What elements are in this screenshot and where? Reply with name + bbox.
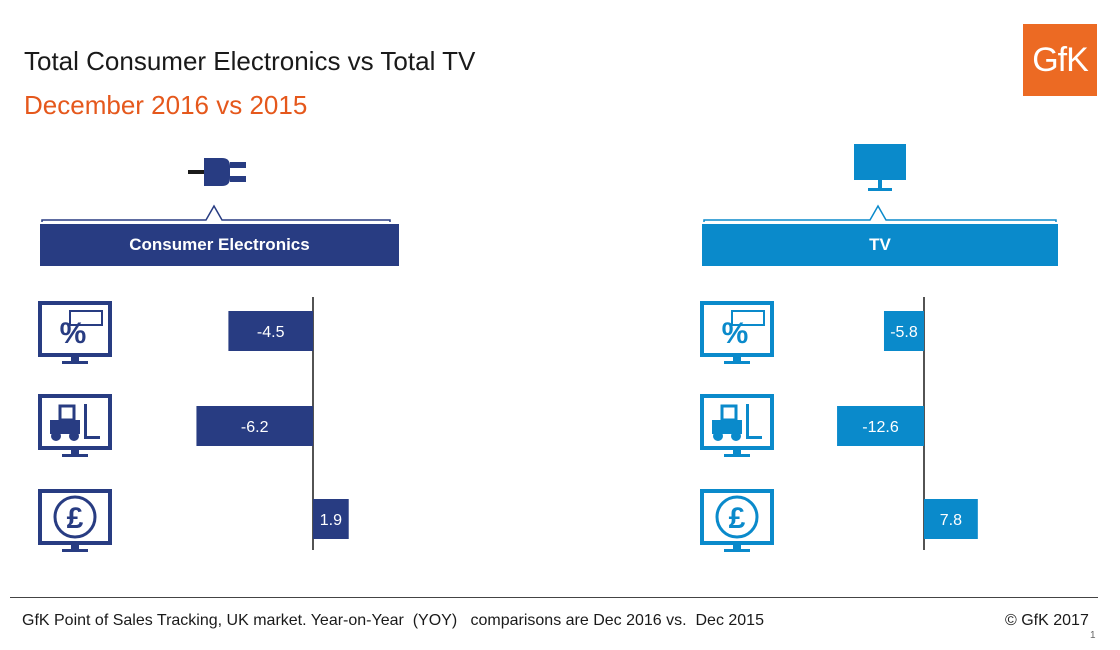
tv-bar-0 xyxy=(883,311,924,351)
ce-bar-label-2: 1.9 xyxy=(320,512,342,529)
page-number: 1 xyxy=(1090,630,1096,641)
plug-icon xyxy=(188,158,246,186)
tv-bar-2 xyxy=(924,499,978,539)
tv-bar-label-0: -5.8 xyxy=(890,324,918,341)
footer-copyright: © GfK 2017 xyxy=(1005,612,1089,629)
ce-pound-value-monitor-icon: £ xyxy=(38,489,112,552)
gfk-logo: GfK xyxy=(1023,24,1097,96)
svg-text:£: £ xyxy=(729,502,746,535)
footer-source: GfK Point of Sales Tracking, UK market. … xyxy=(22,612,764,629)
ce-bar-label-1: -6.2 xyxy=(241,419,269,436)
tv-bracket xyxy=(703,204,1057,222)
tv-pound-value-monitor-icon: £ xyxy=(700,489,774,552)
svg-text:£: £ xyxy=(67,502,84,535)
ce-bar-0 xyxy=(228,311,313,351)
tv-header: TV xyxy=(702,224,1058,266)
ce-price-discount-monitor-icon: % xyxy=(38,301,112,364)
tv-bar-1 xyxy=(837,406,924,446)
ce-bar-1 xyxy=(196,406,313,446)
ce-header: Consumer Electronics xyxy=(40,224,399,266)
ce-bar-2 xyxy=(313,499,349,539)
ce-forklift-volume-monitor-icon xyxy=(38,394,112,457)
chart-title: Total Consumer Electronics vs Total TV xyxy=(24,46,476,76)
svg-text:%: % xyxy=(722,317,749,350)
ce-bracket xyxy=(41,204,391,222)
svg-text:%: % xyxy=(60,317,87,350)
tv-monitor-icon xyxy=(854,144,906,191)
tv-bar-label-2: 7.8 xyxy=(940,512,962,529)
tv-forklift-volume-monitor-icon xyxy=(700,394,774,457)
chart-subtitle: December 2016 vs 2015 xyxy=(24,90,308,120)
tv-bar-label-1: -12.6 xyxy=(862,419,899,436)
footer-divider xyxy=(10,597,1098,598)
tv-price-discount-monitor-icon: % xyxy=(700,301,774,364)
ce-bar-label-0: -4.5 xyxy=(257,324,285,341)
